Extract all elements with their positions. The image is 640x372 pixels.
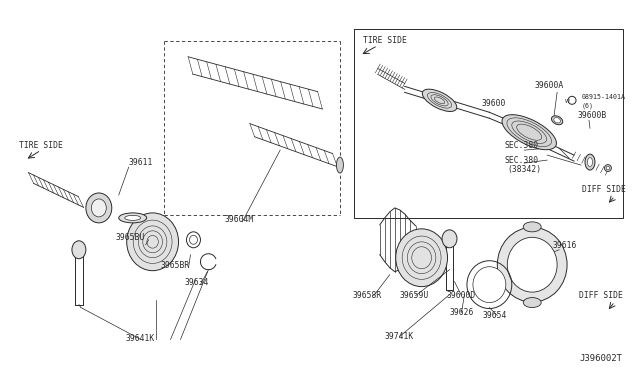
Text: 39634: 39634 <box>184 278 209 287</box>
Ellipse shape <box>442 230 457 248</box>
Ellipse shape <box>497 227 567 302</box>
Ellipse shape <box>337 157 344 173</box>
Ellipse shape <box>502 115 556 150</box>
Ellipse shape <box>508 237 557 292</box>
Text: 39626: 39626 <box>449 308 474 317</box>
Text: 08915-1401A: 08915-1401A <box>582 94 626 100</box>
Text: 39611: 39611 <box>129 158 153 167</box>
Ellipse shape <box>422 89 457 112</box>
Ellipse shape <box>473 267 506 302</box>
Ellipse shape <box>72 241 86 259</box>
Ellipse shape <box>125 215 141 220</box>
Text: 3965BR: 3965BR <box>161 261 190 270</box>
Ellipse shape <box>189 235 198 244</box>
Text: SEC.380: SEC.380 <box>504 156 538 165</box>
Text: SEC.380: SEC.380 <box>504 141 538 150</box>
Text: J396002T: J396002T <box>579 355 622 363</box>
Text: 39658R: 39658R <box>353 291 382 299</box>
Ellipse shape <box>604 164 611 171</box>
Ellipse shape <box>86 193 112 223</box>
Ellipse shape <box>92 199 106 217</box>
Text: 39600B: 39600B <box>577 111 606 120</box>
Ellipse shape <box>119 213 147 223</box>
Ellipse shape <box>606 166 610 170</box>
Text: (38342): (38342) <box>508 165 541 174</box>
Ellipse shape <box>127 213 179 271</box>
Text: 39600D: 39600D <box>447 291 476 299</box>
Text: 39600: 39600 <box>481 99 506 108</box>
Ellipse shape <box>588 158 593 167</box>
Text: (6): (6) <box>582 102 594 109</box>
Text: 39604M: 39604M <box>225 215 253 224</box>
Ellipse shape <box>585 154 595 170</box>
Text: 39616: 39616 <box>552 241 577 250</box>
Ellipse shape <box>396 229 447 286</box>
Text: 39659U: 39659U <box>400 291 429 299</box>
Text: 39600A: 39600A <box>534 81 563 90</box>
Text: 39654: 39654 <box>483 311 507 320</box>
Text: 3965BU: 3965BU <box>116 233 145 242</box>
Ellipse shape <box>524 222 541 232</box>
Ellipse shape <box>552 116 563 125</box>
Text: W: W <box>564 99 570 104</box>
Ellipse shape <box>554 118 561 123</box>
Text: DIFF SIDE: DIFF SIDE <box>579 291 623 299</box>
Text: TIRE SIDE: TIRE SIDE <box>363 36 406 45</box>
Text: 39641K: 39641K <box>125 334 155 343</box>
Text: TIRE SIDE: TIRE SIDE <box>19 141 63 150</box>
Ellipse shape <box>524 298 541 308</box>
Text: DIFF SIDE: DIFF SIDE <box>582 185 626 194</box>
Text: 39741K: 39741K <box>385 333 414 341</box>
